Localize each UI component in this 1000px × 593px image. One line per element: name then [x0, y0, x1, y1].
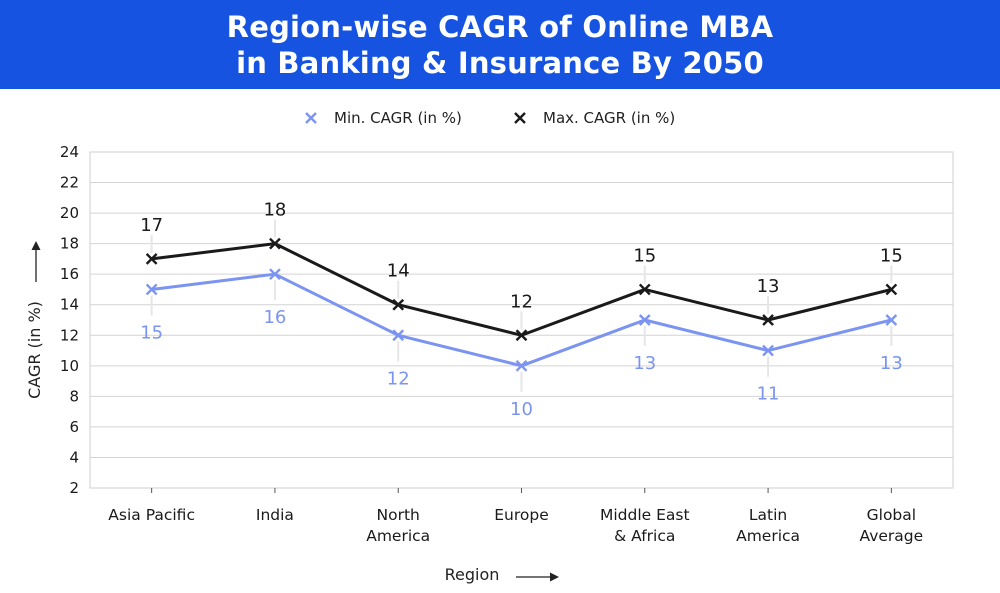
chart-title-line-2: in Banking & Insurance By 2050 — [236, 45, 764, 80]
max-cagr-data-label: 15 — [880, 245, 903, 266]
min-cagr-point — [762, 344, 774, 357]
max-cagr-point — [269, 237, 281, 250]
y-tick-label: 16 — [60, 265, 79, 283]
x-category-label: Europe — [494, 506, 549, 524]
min-cagr-point — [885, 314, 898, 326]
y-tick-label: 4 — [69, 448, 79, 466]
y-axis-arrow-head — [31, 241, 41, 250]
y-tick-label: 8 — [69, 387, 79, 405]
min-cagr-data-label: 16 — [263, 307, 286, 328]
max-cagr-data-label: 17 — [140, 215, 163, 236]
max-cagr-point — [885, 283, 898, 296]
y-tick-label: 20 — [60, 204, 79, 222]
y-tick-label: 12 — [60, 326, 79, 344]
max-cagr-point — [638, 283, 651, 296]
x-category-label: America — [366, 527, 430, 545]
max-cagr-data-label: 15 — [633, 245, 656, 266]
max-cagr-point — [515, 329, 528, 342]
y-tick-label: 2 — [69, 479, 79, 497]
max-cagr-data-label: 18 — [263, 200, 286, 221]
min-cagr-data-label: 12 — [387, 368, 410, 389]
legend-min-marker — [305, 112, 317, 124]
x-category-label: America — [736, 527, 800, 545]
x-category-label: Latin — [749, 506, 787, 524]
x-category-label: & Africa — [614, 527, 675, 545]
min-cagr-point — [638, 314, 651, 326]
max-cagr-data-label: 12 — [510, 291, 533, 312]
legend-max-label: Max. CAGR (in %) — [543, 109, 675, 127]
max-cagr-point — [145, 253, 158, 265]
min-cagr-data-label: 13 — [880, 353, 903, 374]
y-tick-label: 6 — [69, 418, 79, 436]
max-cagr-point — [762, 314, 774, 326]
x-category-label: India — [256, 506, 294, 524]
min-cagr-data-label: 11 — [757, 384, 780, 405]
min-cagr-point — [269, 268, 281, 281]
x-category-label: North — [377, 506, 420, 524]
x-axis-title: Region — [445, 565, 500, 584]
min-cagr-data-label: 10 — [510, 399, 533, 420]
y-tick-label: 10 — [60, 357, 79, 375]
y-tick-label: 24 — [60, 143, 79, 161]
x-axis-arrow-head — [550, 572, 559, 582]
min-cagr-point — [515, 359, 528, 372]
y-axis-title: CAGR (in %) — [25, 301, 44, 399]
max-cagr-point — [392, 298, 405, 311]
x-category-label: Middle East — [600, 506, 690, 524]
max-cagr-data-label: 13 — [757, 276, 780, 297]
x-category-label: Average — [860, 527, 924, 545]
chart-title-line-1: Region-wise CAGR of Online MBA — [226, 9, 774, 44]
max-cagr-data-label: 14 — [387, 261, 410, 282]
min-cagr-point — [145, 283, 158, 296]
min-cagr-data-label: 13 — [633, 353, 656, 374]
legend-min-label: Min. CAGR (in %) — [334, 109, 462, 127]
legend-max-marker — [514, 112, 526, 124]
y-tick-label: 18 — [60, 235, 79, 253]
chart-title-banner: Region-wise CAGR of Online MBA in Bankin… — [0, 0, 1000, 89]
y-tick-label: 22 — [60, 174, 79, 192]
x-category-label: Asia Pacific — [108, 506, 195, 524]
min-cagr-data-label: 15 — [140, 322, 163, 343]
x-category-label: Global — [867, 506, 916, 524]
min-cagr-point — [392, 329, 405, 342]
y-tick-label: 14 — [60, 296, 79, 314]
